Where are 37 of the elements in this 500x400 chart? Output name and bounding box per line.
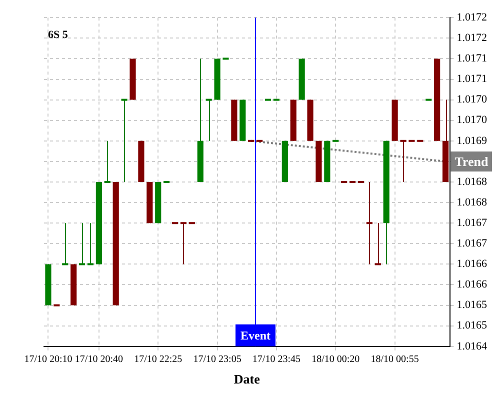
y-tick-label: 1.0169 xyxy=(456,134,488,147)
x-tick-label: 17/10 20:10 xyxy=(24,354,72,366)
x-tick-label: 17/10 20:40 xyxy=(74,354,123,366)
x-axis-title: Date xyxy=(234,372,260,387)
annotation: Event xyxy=(240,328,271,342)
y-tick-label: 1.0172 xyxy=(456,11,487,24)
y-tick-label: 1.0168 xyxy=(456,176,488,188)
y-tick-label: 1.0167 xyxy=(456,216,488,229)
candlestick xyxy=(121,98,128,182)
y-tick-label: 1.0170 xyxy=(456,114,488,126)
candlestick xyxy=(78,222,86,266)
y-tick-label: 1.0165 xyxy=(456,320,488,332)
x-tick-label: 17/10 22:25 xyxy=(134,354,182,366)
candlestick xyxy=(374,222,381,266)
x-tick-label: 18/10 00:20 xyxy=(312,354,360,366)
y-tick-label: 1.0171 xyxy=(456,52,487,65)
y-tick-label: 1.0172 xyxy=(456,32,487,44)
x-tick-label: 17/10 23:05 xyxy=(193,354,242,366)
y-tick-label: 1.0164 xyxy=(456,340,488,352)
x-tick-label: 18/10 00:55 xyxy=(370,354,419,366)
y-tick-label: 1.0171 xyxy=(456,73,487,86)
candlestick xyxy=(87,222,94,266)
candlestick xyxy=(366,182,372,265)
text: 6S 5 xyxy=(48,28,68,41)
candlestick xyxy=(206,98,212,142)
candlestick xyxy=(62,222,68,266)
candlestick xyxy=(104,140,110,183)
candlestick xyxy=(180,222,187,265)
y-tick-label: 1.0166 xyxy=(456,258,488,270)
y-tick-label: 1.0165 xyxy=(456,299,488,312)
x-tick-label: 17/10 23:45 xyxy=(252,354,300,366)
y-tick-label: 1.0170 xyxy=(456,94,488,106)
series-label: Trend xyxy=(454,154,489,169)
candlestick xyxy=(400,140,406,182)
y-tick-label: 1.0168 xyxy=(456,196,488,208)
y-tick-label: 1.0166 xyxy=(456,278,488,291)
y-tick-label: 1.0167 xyxy=(456,238,488,250)
